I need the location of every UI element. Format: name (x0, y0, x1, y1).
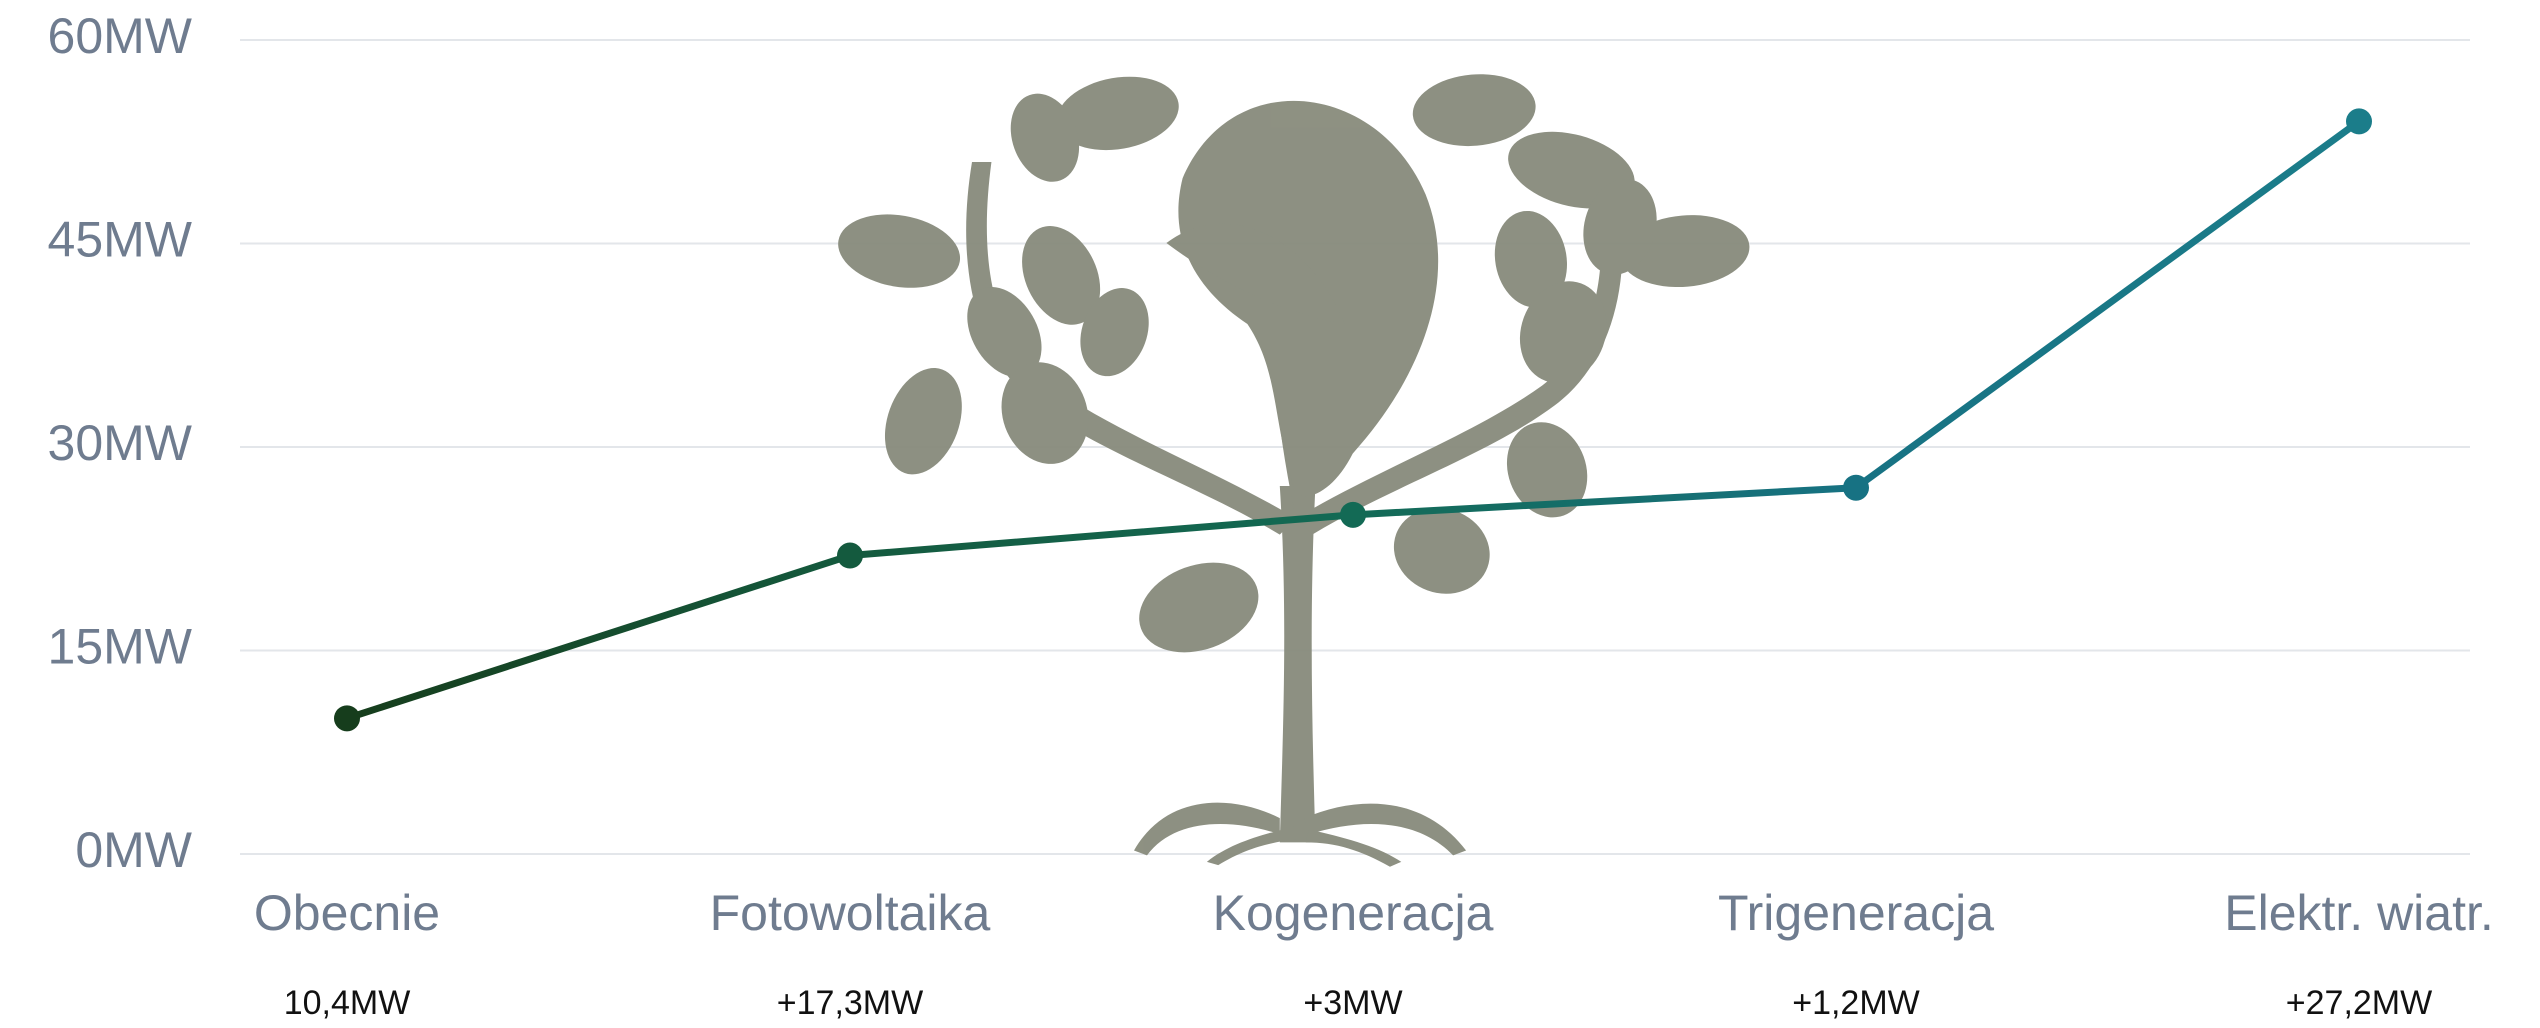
annotation: 10,4MW (284, 984, 411, 1022)
point (2346, 108, 2372, 134)
point (1340, 502, 1366, 528)
annotation: +3MW (1303, 984, 1402, 1022)
y-tick-label: 15MW (48, 619, 193, 675)
point (1843, 475, 1869, 501)
y-tick-label: 0MW (75, 822, 192, 878)
chart: 0MW 15MW 30MW 45MW 60MW Obecnie 10,4MW Fotowolt… (0, 0, 2540, 1028)
annotation: +27,2MW (2286, 984, 2432, 1022)
x-tick-label: Obecnie (254, 885, 440, 941)
page: {"chart_data": {"type": "line", "categor… (0, 0, 2540, 1028)
annotation: +1,2MW (1792, 984, 1920, 1022)
y-tick-label: 60MW (48, 8, 193, 64)
y-tick-label: 30MW (48, 415, 193, 471)
point (837, 543, 863, 569)
point (334, 705, 360, 731)
annotation: +17,3MW (777, 984, 923, 1022)
x-tick-label: Kogeneracja (1213, 885, 1494, 941)
tree-illustration (832, 68, 1752, 867)
x-tick-label: Trigeneracja (1718, 885, 1994, 941)
y-tick-label: 45MW (48, 212, 193, 268)
x-tick-label: Fotowoltaika (710, 885, 991, 941)
x-tick-label: Elektr. wiatr. (2224, 885, 2494, 941)
